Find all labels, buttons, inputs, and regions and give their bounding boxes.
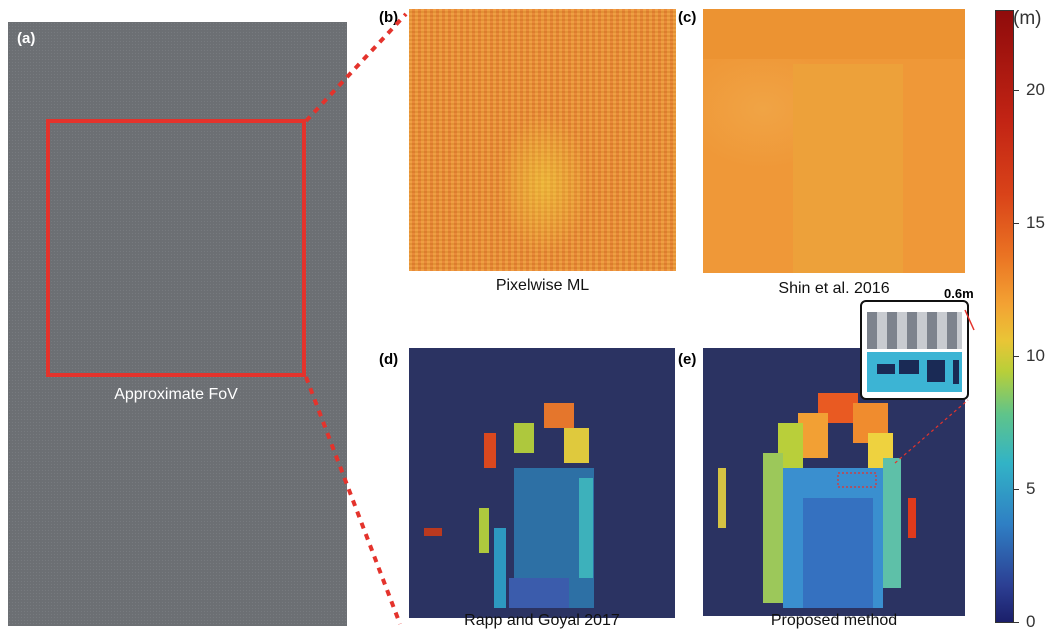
colorbar-unit: (m) <box>1013 8 1041 30</box>
colorbar-tick <box>1013 489 1019 490</box>
colorbar <box>995 10 1014 623</box>
colorbar-tick-label: 0 <box>1026 612 1035 632</box>
colorbar-tick <box>1013 90 1019 91</box>
colorbar-tick-label: 20 <box>1026 80 1045 100</box>
colorbar-tick-label: 15 <box>1026 213 1045 233</box>
colorbar-tick <box>1013 622 1019 623</box>
colorbar-tick-label: 5 <box>1026 479 1035 499</box>
colorbar-tick <box>1013 356 1019 357</box>
colorbar-tick <box>1013 223 1019 224</box>
colorbar-tick-label: 10 <box>1026 346 1045 366</box>
